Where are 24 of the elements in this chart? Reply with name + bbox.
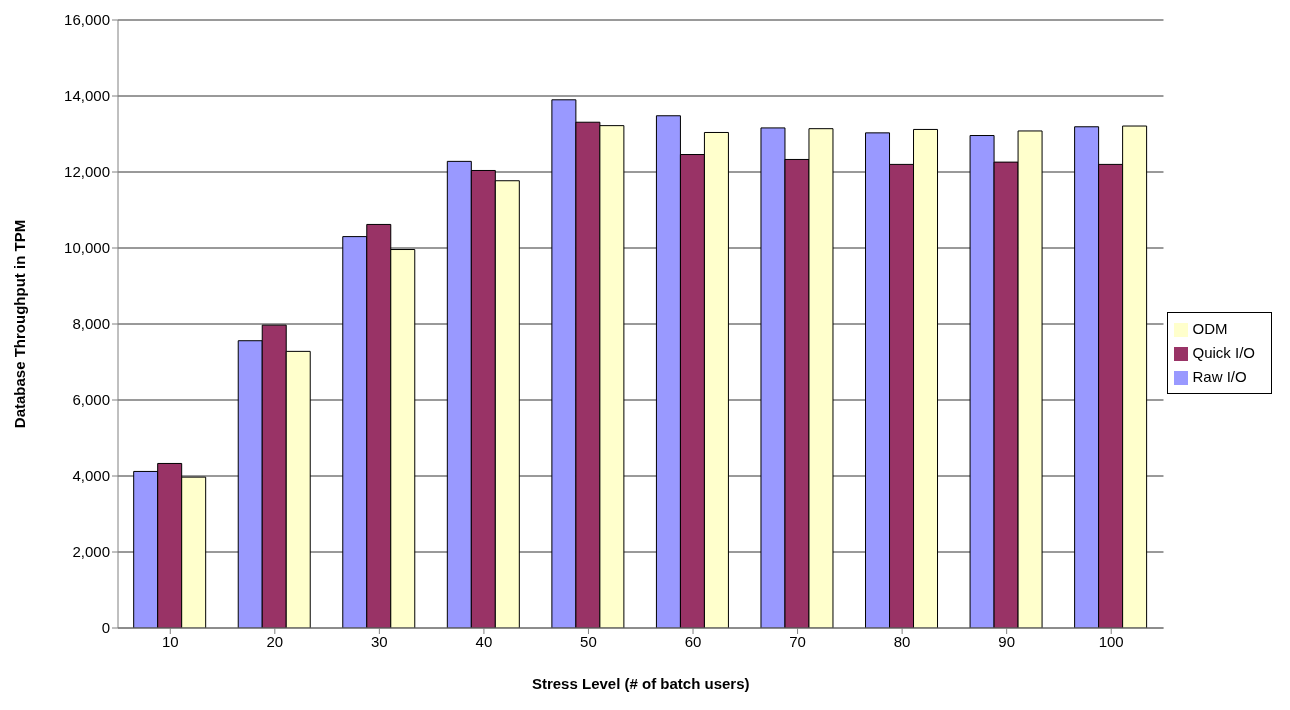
y-tick-label: 14,000 bbox=[64, 87, 110, 105]
legend-label: ODM bbox=[1192, 320, 1228, 337]
y-tick-label: 0 bbox=[101, 619, 110, 637]
x-tick-label: 10 bbox=[161, 632, 179, 650]
x-tick-label: 30 bbox=[371, 632, 388, 650]
x-axis-title: Stress Level (# of batch users) bbox=[531, 674, 750, 692]
x-tick-label: 70 bbox=[789, 632, 806, 650]
x-tick-label: 90 bbox=[998, 632, 1016, 650]
y-tick-label: 8,000 bbox=[72, 315, 110, 333]
legend-label: Quick I/O bbox=[1192, 344, 1255, 361]
y-tick-label: 4,000 bbox=[72, 467, 110, 485]
x-tick-label: 20 bbox=[266, 632, 284, 650]
x-tick-label: 100 bbox=[1098, 632, 1124, 650]
legend-label: Raw I/O bbox=[1192, 368, 1247, 385]
y-tick-label: 16,000 bbox=[64, 11, 110, 29]
y-tick-label: 6,000 bbox=[72, 391, 110, 409]
y-tick-label: 2,000 bbox=[72, 543, 110, 561]
x-tick-label: 60 bbox=[684, 632, 702, 650]
x-tick-label: 40 bbox=[475, 632, 493, 650]
y-tick-label: 10,000 bbox=[64, 239, 110, 257]
x-tick-label: 50 bbox=[580, 632, 597, 650]
y-axis-title: Database Throughput in TPM bbox=[11, 219, 29, 429]
y-tick-label: 12,000 bbox=[64, 163, 110, 181]
x-tick-label: 80 bbox=[893, 632, 911, 650]
